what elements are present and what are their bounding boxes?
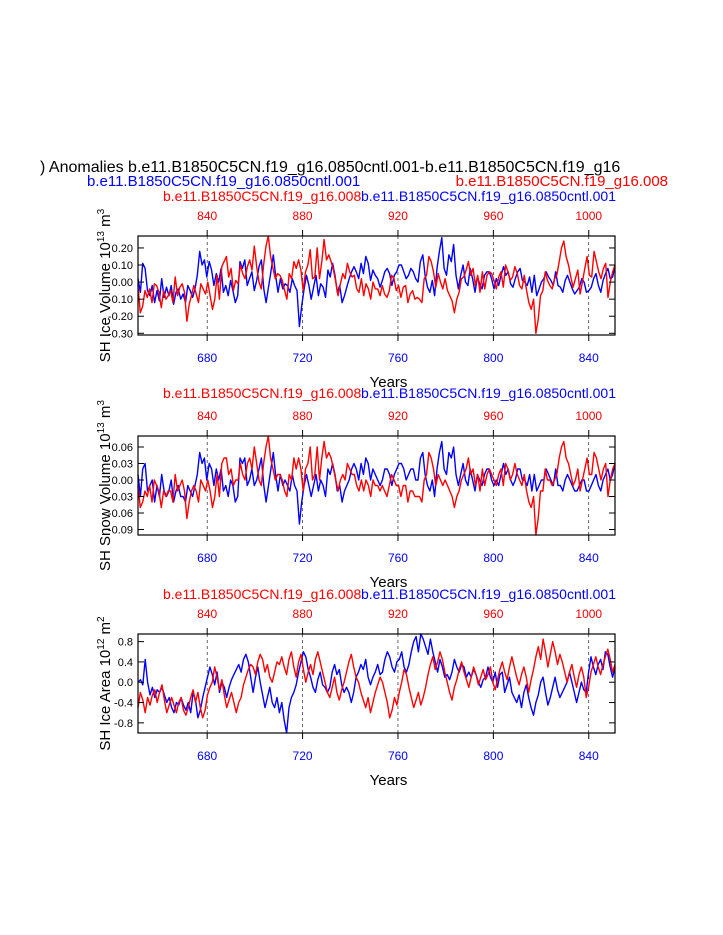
x-tick-label-top: 1000	[575, 607, 602, 621]
x-tick-label-bottom: 760	[388, 351, 408, 365]
panel-legend-case1: b.e11.B1850C5CN.f19_g16.0850cntl.001	[361, 586, 616, 602]
y-axis-title-part: 13	[96, 422, 107, 434]
y-tick-label: -0.03	[108, 492, 133, 504]
x-tick-label-bottom: 840	[579, 551, 599, 565]
x-tick-label-top: 840	[197, 409, 217, 423]
y-axis-title-part: SH Ice Volume 10	[97, 242, 114, 362]
x-tick-label-bottom: 720	[293, 551, 313, 565]
series-line-case2	[137, 638, 616, 719]
panel-legend-case2: b.e11.B1850C5CN.f19_g16.008	[163, 188, 361, 204]
y-tick-label: -0.20	[108, 311, 133, 323]
y-axis-title-part: 12	[96, 638, 107, 650]
y-tick-label: 0.10	[112, 260, 133, 272]
y-axis-title: SH Snow Volume 1013 m3	[96, 400, 114, 571]
x-tick-label-top: 880	[293, 209, 313, 223]
x-tick-label-bottom: 840	[579, 749, 599, 763]
series-line-case1	[137, 633, 616, 734]
panel-ice-area: b.e11.B1850C5CN.f19_g16.008 b.e11.B1850C5…	[96, 586, 616, 789]
y-tick-label: 0.03	[112, 459, 133, 471]
x-tick-label-bottom: 680	[197, 351, 217, 365]
x-tick-label-bottom: 800	[483, 351, 503, 365]
series-line-case2	[137, 235, 616, 334]
x-tick-label-bottom: 680	[197, 749, 217, 763]
x-tick-label-bottom: 680	[197, 551, 217, 565]
x-tick-label-bottom: 840	[579, 351, 599, 365]
x-tick-label-top: 880	[293, 607, 313, 621]
x-tick-label-top: 1000	[575, 209, 602, 223]
x-axis-title: Years	[370, 374, 408, 391]
y-axis-title-part: 13	[96, 231, 107, 243]
x-tick-label-bottom: 760	[388, 749, 408, 763]
x-tick-label-top: 920	[388, 607, 408, 621]
y-tick-label: -0.4	[114, 698, 133, 710]
panel-ice-volume: b.e11.B1850C5CN.f19_g16.008 b.e11.B1850C5…	[96, 188, 616, 391]
panel-legend-case1: b.e11.B1850C5CN.f19_g16.0850cntl.001	[361, 385, 616, 401]
y-axis-title-part: 3	[96, 208, 107, 214]
panel-legend-case2: b.e11.B1850C5CN.f19_g16.008	[163, 385, 361, 401]
y-tick-label: -0.10	[108, 294, 133, 306]
x-tick-label-top: 960	[483, 409, 503, 423]
y-tick-label: 0.8	[118, 637, 133, 649]
figure-title: ) Anomalies b.e11.B1850C5CN.f19_g16.0850…	[40, 159, 620, 176]
x-tick-label-top: 960	[483, 607, 503, 621]
y-tick-label: 0.00	[112, 475, 133, 487]
plot-frame	[137, 235, 616, 336]
y-axis-title-part: m	[97, 622, 114, 639]
y-axis-title-part: SH Snow Volume 10	[97, 433, 114, 571]
plot-frame	[137, 435, 616, 536]
y-axis-title: SH Ice Volume 1013 m3	[96, 208, 114, 362]
y-tick-label: -0.06	[108, 508, 133, 520]
case-right-label: b.e11.B1850C5CN.f19_g16.008	[456, 173, 668, 190]
x-tick-label-bottom: 720	[293, 749, 313, 763]
x-tick-label-top: 840	[197, 607, 217, 621]
y-tick-label: -0.30	[108, 328, 133, 340]
x-tick-label-top: 840	[197, 209, 217, 223]
y-axis-title-part: SH Ice Area 10	[97, 650, 114, 751]
series-line-case2	[137, 435, 616, 536]
x-tick-label-bottom: 800	[483, 551, 503, 565]
y-axis-title-part: 3	[96, 400, 107, 406]
panel-snow-volume: b.e11.B1850C5CN.f19_g16.008 b.e11.B1850C5…	[96, 385, 616, 591]
y-tick-label: 0.4	[118, 657, 133, 669]
x-axis-title: Years	[370, 574, 408, 591]
x-tick-label-top: 960	[483, 209, 503, 223]
x-tick-label-bottom: 800	[483, 749, 503, 763]
case-left-label: b.e11.B1850C5CN.f19_g16.0850cntl.001	[87, 173, 360, 190]
y-axis-title-part: 2	[96, 616, 107, 622]
panel-legend-case2: b.e11.B1850C5CN.f19_g16.008	[163, 586, 361, 602]
x-tick-label-top: 920	[388, 209, 408, 223]
x-axis-title: Years	[370, 772, 408, 789]
x-tick-label-top: 1000	[575, 409, 602, 423]
x-tick-label-bottom: 760	[388, 551, 408, 565]
y-axis-title: SH Ice Area 1012 m2	[96, 616, 114, 751]
y-tick-label: -0.09	[108, 525, 133, 537]
y-tick-label: 0.0	[118, 677, 133, 689]
x-tick-label-top: 920	[388, 409, 408, 423]
x-tick-label-top: 880	[293, 409, 313, 423]
y-tick-label: 0.06	[112, 442, 133, 454]
plot-frame	[137, 633, 616, 734]
panel-legend-case1: b.e11.B1850C5CN.f19_g16.0850cntl.001	[361, 188, 616, 204]
y-tick-label: -0.8	[114, 718, 133, 730]
y-axis-title-part: m	[97, 214, 114, 231]
y-tick-label: 0.20	[112, 243, 133, 255]
x-tick-label-bottom: 720	[293, 351, 313, 365]
y-tick-label: 0.00	[112, 277, 133, 289]
y-axis-title-part: m	[97, 406, 114, 423]
